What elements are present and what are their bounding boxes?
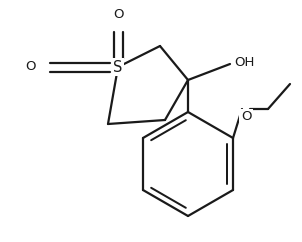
Text: O: O <box>241 111 251 123</box>
Text: OH: OH <box>234 55 254 68</box>
Text: O: O <box>25 60 35 74</box>
Text: S: S <box>113 60 123 75</box>
Text: O: O <box>113 8 123 21</box>
